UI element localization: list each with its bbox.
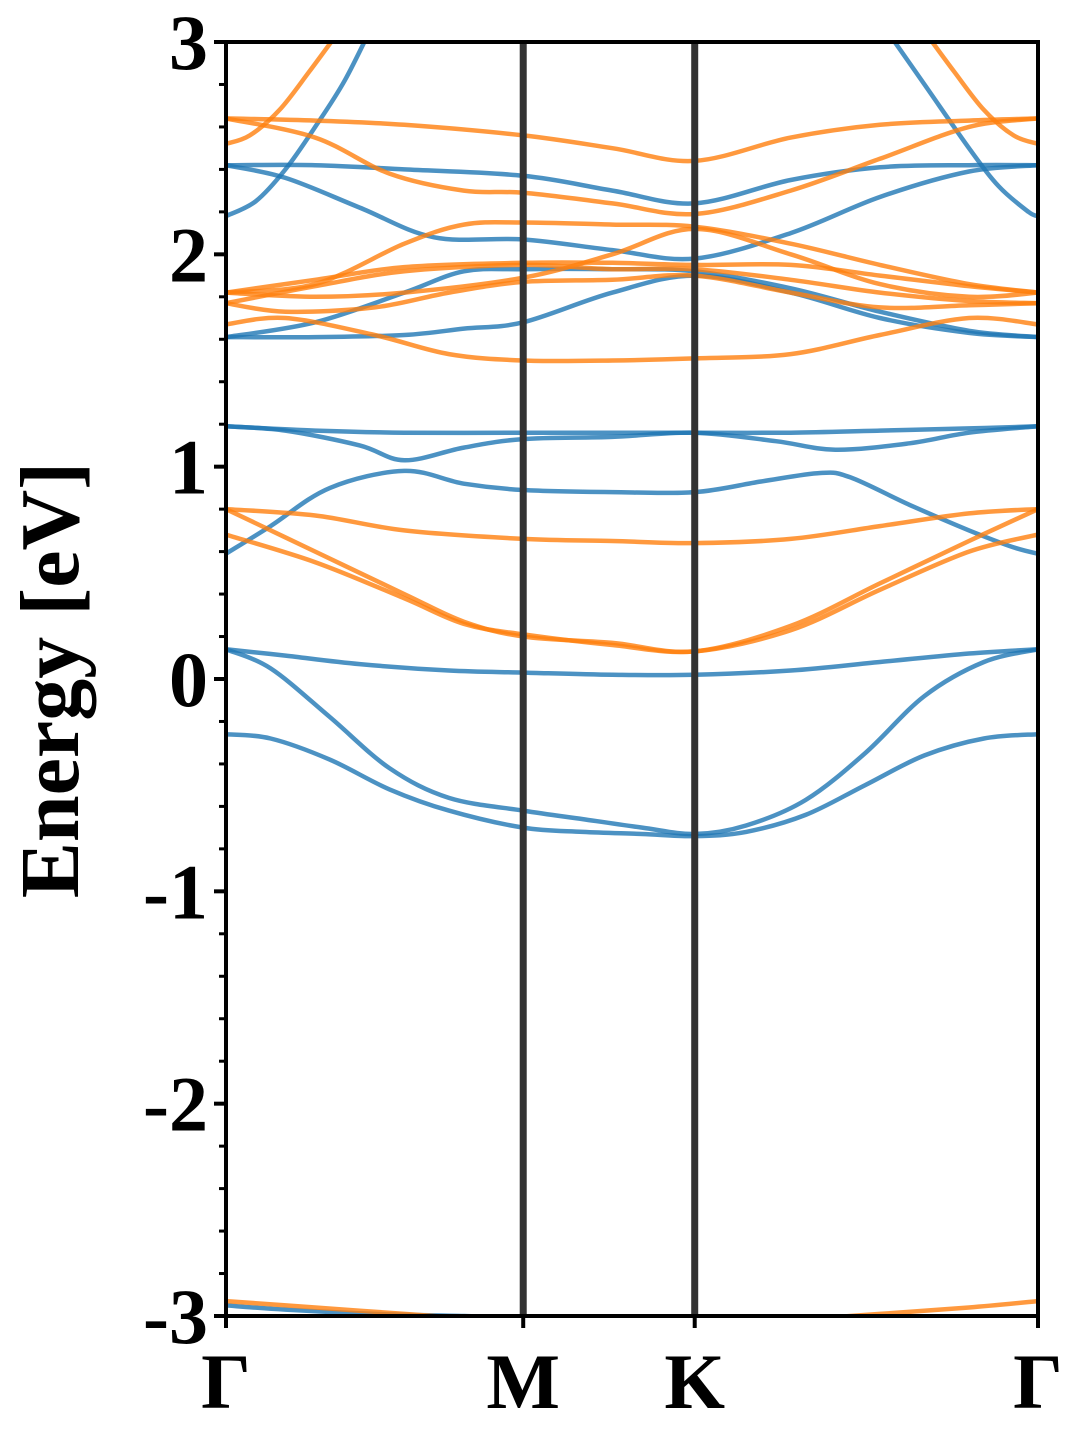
x-tick-label: Γ bbox=[1013, 1338, 1063, 1425]
band-line-28 bbox=[818, 1298, 1038, 1316]
y-tick-label: 0 bbox=[169, 636, 208, 723]
axes-frame bbox=[224, 40, 1040, 1318]
y-tick-label: -2 bbox=[143, 1061, 208, 1148]
band-line-14 bbox=[226, 506, 1038, 655]
band-lines bbox=[226, 42, 1038, 1316]
band-line-6 bbox=[226, 424, 1038, 436]
band-line-3 bbox=[226, 647, 1038, 678]
x-tick-label: Γ bbox=[201, 1338, 251, 1425]
band-line-26 bbox=[929, 42, 1038, 147]
band-line-25 bbox=[226, 42, 334, 147]
band-line-27 bbox=[226, 1298, 466, 1316]
y-axis-ticks: -3 -2 -1 0 1 2 3 bbox=[143, 0, 226, 1360]
y-tick-label: 1 bbox=[169, 424, 208, 511]
y-tick-label: 3 bbox=[169, 0, 208, 86]
band-line-10 bbox=[226, 162, 1038, 206]
band-line-12 bbox=[891, 42, 1038, 219]
plot-frame bbox=[224, 40, 1040, 1318]
band-line-22 bbox=[226, 219, 1038, 295]
band-line-4 bbox=[226, 468, 1038, 556]
band-line-24 bbox=[226, 116, 1038, 164]
band-line-15 bbox=[226, 532, 1038, 655]
high-symmetry-lines bbox=[519, 42, 699, 1316]
band-line-18 bbox=[226, 272, 1038, 315]
y-tick-label: -3 bbox=[143, 1273, 208, 1360]
band-line-17 bbox=[226, 315, 1038, 364]
band-line-23 bbox=[226, 116, 1038, 217]
x-tick-label: K bbox=[664, 1338, 725, 1425]
band-line-1 bbox=[226, 731, 1038, 839]
band-line-20 bbox=[226, 262, 1038, 306]
band-line-19 bbox=[226, 226, 1038, 300]
band-line-16 bbox=[226, 506, 1038, 546]
y-tick-label: 2 bbox=[169, 211, 208, 298]
x-tick-label: M bbox=[486, 1338, 560, 1425]
y-axis-label: Energy [eV] bbox=[4, 462, 97, 898]
y-tick-label: -1 bbox=[143, 848, 208, 935]
band-line-2 bbox=[226, 647, 1038, 837]
band-line-5 bbox=[226, 424, 1038, 463]
band-line-21 bbox=[226, 260, 1038, 295]
band-line-9 bbox=[226, 162, 1038, 262]
band-line-11 bbox=[226, 42, 367, 219]
